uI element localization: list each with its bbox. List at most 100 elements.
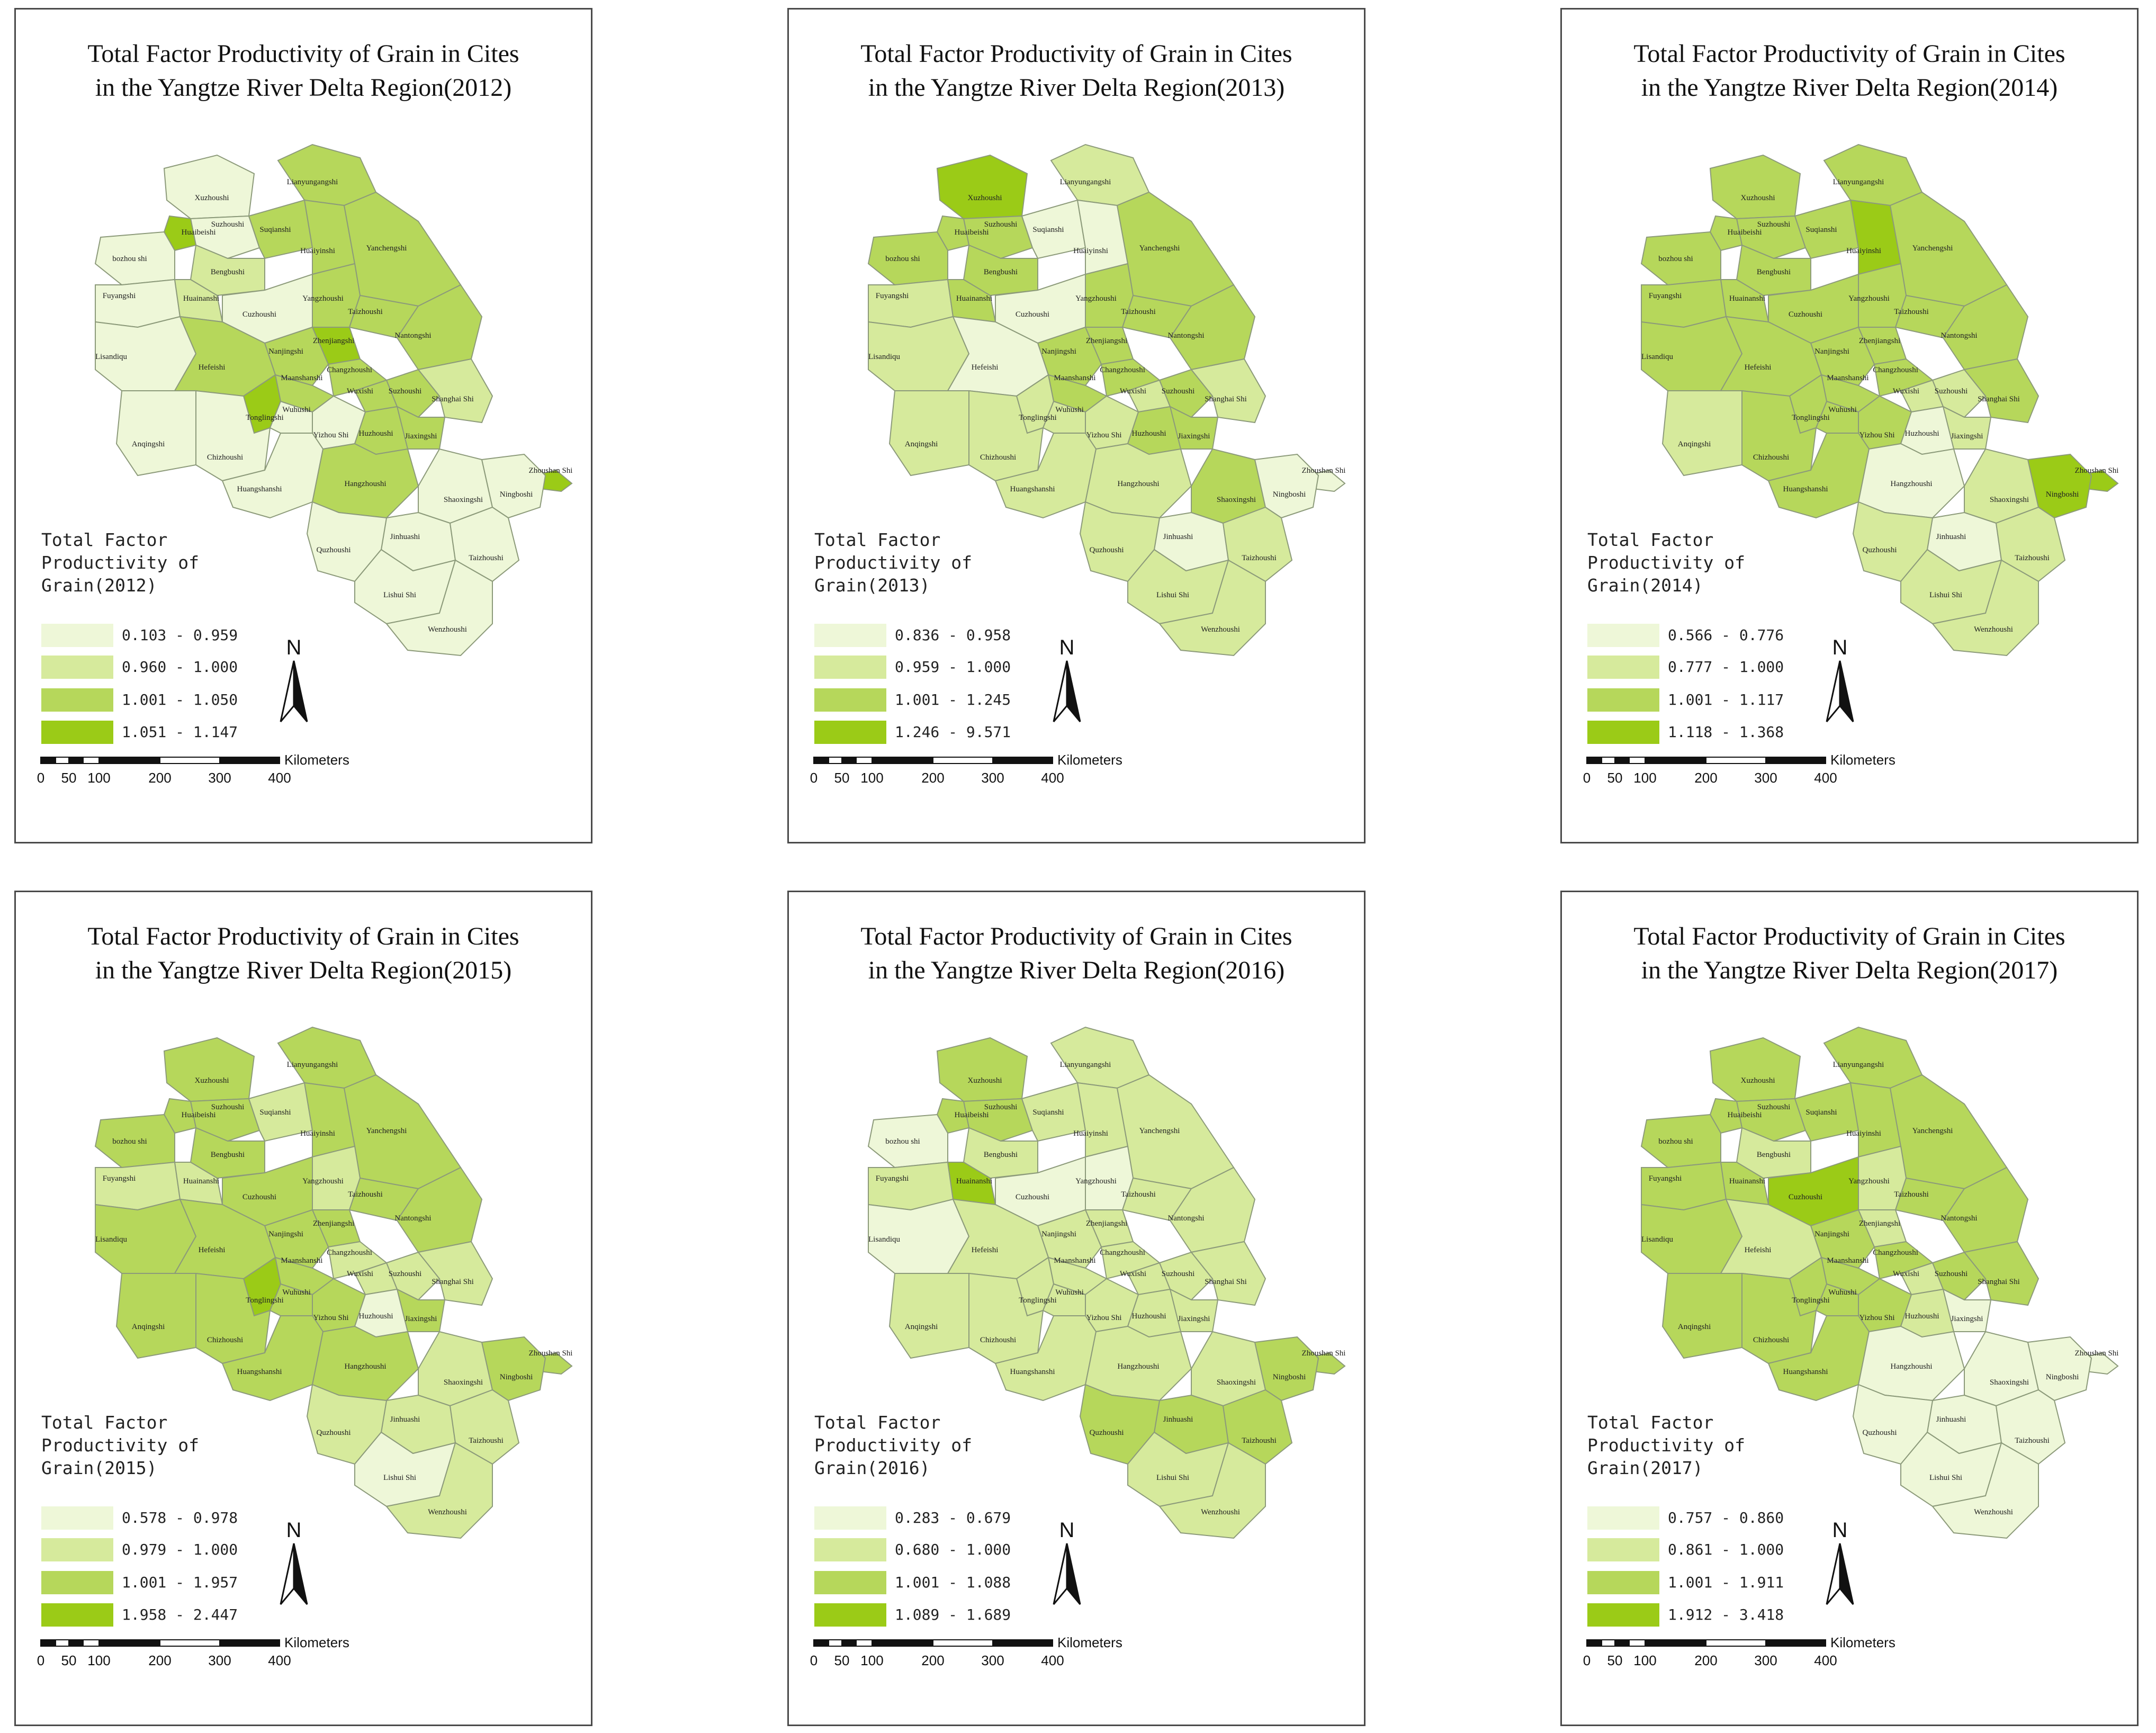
city-region bbox=[947, 279, 996, 323]
city-label: Huainanshi bbox=[1729, 1177, 1765, 1186]
scale-bar-tick-label: 100 bbox=[860, 1653, 884, 1668]
city-region bbox=[1158, 369, 1214, 418]
scale-bar-tick-label: 400 bbox=[1041, 1653, 1064, 1668]
city-label: Bengbushi bbox=[984, 268, 1018, 276]
city-label: Hefeishi bbox=[1745, 363, 1772, 372]
city-label: Zhenjiangshi bbox=[1859, 337, 1900, 345]
city-label: Xuzhoushi bbox=[1741, 1076, 1775, 1085]
city-region bbox=[936, 1098, 970, 1134]
panel-title: Total Factor Productivity of Grain in Ci… bbox=[1562, 920, 2137, 987]
city-label: Cuzhoushi bbox=[242, 1193, 276, 1201]
city-label: Quzhoushi bbox=[317, 1429, 351, 1437]
city-label: Hangzhoushi bbox=[1117, 480, 1159, 488]
city-label: Jinhuashi bbox=[390, 533, 420, 541]
scale-bar-unit: Kilometers bbox=[1830, 752, 1896, 768]
legend-swatch bbox=[41, 688, 113, 712]
city-label: Taizhoushi bbox=[1121, 308, 1156, 316]
scale-bar-unit: Kilometers bbox=[1057, 752, 1122, 768]
city-label: Tonglingshi bbox=[246, 1296, 283, 1305]
city-label: Xuzhoushi bbox=[968, 194, 1002, 202]
legend-label: 0.777 - 1.000 bbox=[1668, 658, 1784, 676]
legend-swatch bbox=[1587, 688, 1659, 712]
city-label: Huaibeishi bbox=[182, 228, 216, 237]
scale-bar-tick-label: 50 bbox=[1607, 770, 1623, 786]
city-label: Ningboshi bbox=[2046, 490, 2079, 499]
city-label: Fuyangshi bbox=[1649, 1174, 1682, 1183]
scale-bar-tick-label: 300 bbox=[1754, 770, 1777, 786]
city-label: Huangshanshi bbox=[1010, 1368, 1055, 1376]
scale-bar-tick-label: 100 bbox=[860, 770, 884, 786]
scale-bar-tick-label: 0 bbox=[810, 770, 818, 786]
legend-swatch bbox=[1587, 1538, 1659, 1561]
scale-bar-graphic bbox=[40, 1639, 280, 1647]
legend-item: 0.680 - 1.000 bbox=[814, 1538, 1132, 1564]
city-label: bozhou shi bbox=[1658, 1137, 1693, 1146]
city-label: Hefeishi bbox=[972, 363, 999, 372]
scale-bar-tick-label: 0 bbox=[37, 1653, 45, 1668]
city-label: Suzhoushi bbox=[1757, 220, 1791, 229]
city-label: Maanshanshi bbox=[1827, 374, 1868, 382]
scale-bar-tick-label: 0 bbox=[810, 1653, 818, 1668]
city-label: Taizhoushi bbox=[469, 554, 504, 562]
city-label: Cuzhoushi bbox=[1789, 310, 1822, 319]
city-label: Yangzhoushi bbox=[1075, 294, 1117, 303]
city-label: Shanghai Shi bbox=[1978, 1278, 2020, 1286]
choropleth-map: LianyungangshiXuzhoushiSuzhoushiHuaibeis… bbox=[94, 143, 573, 657]
city-label: Xuzhoushi bbox=[968, 1076, 1002, 1085]
north-arrow-icon: N bbox=[275, 1520, 312, 1610]
panel-title-line-1: Total Factor Productivity of Grain in Ci… bbox=[87, 40, 519, 68]
city-label: Yizhou Shi bbox=[313, 1314, 348, 1322]
legend-swatch bbox=[41, 1603, 113, 1627]
city-label: Jinhuashi bbox=[1936, 533, 1966, 541]
city-region bbox=[417, 358, 493, 424]
city-label: Fuyangshi bbox=[103, 292, 136, 300]
city-label: Wenzhoushi bbox=[1974, 1508, 2013, 1516]
panel-title-line-1: Total Factor Productivity of Grain in Ci… bbox=[860, 40, 1292, 68]
city-region bbox=[1158, 1442, 1266, 1539]
north-arrow-shape bbox=[1826, 1543, 1854, 1605]
city-label: Lianyungangshi bbox=[1833, 178, 1884, 186]
north-arrow-shape bbox=[280, 1543, 308, 1605]
city-label: Fuyangshi bbox=[1649, 292, 1682, 300]
scale-bar-tick-label: 400 bbox=[1814, 770, 1837, 786]
map-panel: Total Factor Productivity of Grain in Ci… bbox=[787, 891, 1366, 1726]
city-label: Yanchengshi bbox=[1139, 244, 1180, 253]
city-region bbox=[385, 1251, 441, 1301]
city-region bbox=[947, 1162, 996, 1206]
legend-item: 1.001 - 1.117 bbox=[1587, 688, 1905, 714]
choropleth-map: LianyungangshiXuzhoushiSuzhoushiHuaibeis… bbox=[1640, 1026, 2119, 1539]
north-arrow-letter: N bbox=[1059, 636, 1075, 659]
city-label: Yizhou Shi bbox=[313, 431, 348, 439]
city-label: Suqianshi bbox=[259, 226, 291, 234]
city-label: Taizhoushi bbox=[2015, 554, 2050, 562]
legend-item: 1.912 - 3.418 bbox=[1587, 1603, 1905, 1629]
city-label: Yangzhoushi bbox=[302, 294, 344, 303]
legend-item: 0.861 - 1.000 bbox=[1587, 1538, 1905, 1564]
city-label: Huaibeishi bbox=[955, 1111, 989, 1119]
city-label: Yizhou Shi bbox=[1859, 1314, 1894, 1322]
city-label: Huainanshi bbox=[1729, 294, 1765, 303]
legend-label: 1.912 - 3.418 bbox=[1668, 1606, 1784, 1623]
city-label: Suzhoushi bbox=[211, 1103, 245, 1111]
city-label: Fuyangshi bbox=[876, 1174, 909, 1183]
legend-swatch bbox=[814, 1506, 886, 1530]
city-label: Quzhoushi bbox=[1863, 1429, 1897, 1437]
scale-bar-unit: Kilometers bbox=[284, 1635, 349, 1650]
city-label: Bengbushi bbox=[1757, 1151, 1791, 1159]
city-label: Huaiyinshi bbox=[1073, 1129, 1108, 1138]
north-arrow-shape bbox=[1053, 660, 1081, 722]
city-region bbox=[1709, 1037, 1801, 1102]
city-region bbox=[936, 154, 1028, 220]
scale-bar-tick-label: 100 bbox=[1633, 770, 1657, 786]
city-region bbox=[163, 1037, 255, 1102]
legend-item: 1.246 - 9.571 bbox=[814, 721, 1132, 746]
city-region bbox=[1050, 143, 1150, 206]
city-label: Shanghai Shi bbox=[1205, 1278, 1247, 1286]
city-label: Taizhoushi bbox=[1894, 1190, 1929, 1199]
city-label: Fuyangshi bbox=[103, 1174, 136, 1183]
city-label: Tonglingshi bbox=[1019, 1296, 1056, 1305]
panel-title-line-1: Total Factor Productivity of Grain in Ci… bbox=[860, 922, 1292, 950]
city-label: Anqingshi bbox=[132, 1323, 165, 1331]
legend-label: 1.958 - 2.447 bbox=[122, 1606, 238, 1623]
choropleth-map: LianyungangshiXuzhoushiSuzhoushiHuaibeis… bbox=[94, 1026, 573, 1539]
